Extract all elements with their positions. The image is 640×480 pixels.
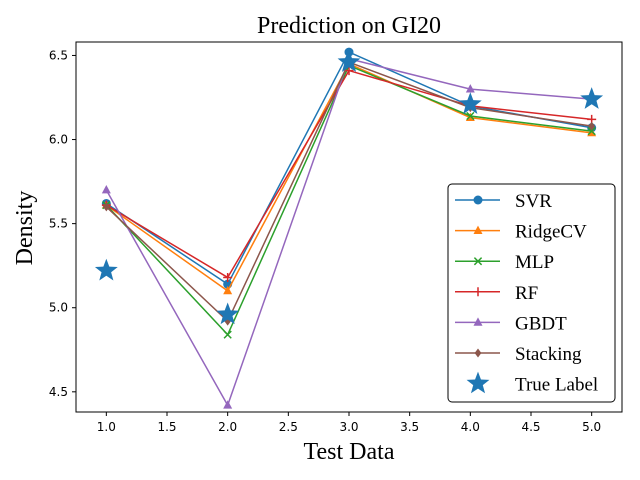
legend-label: RidgeCV — [515, 222, 587, 243]
x-axis-label: Test Data — [304, 439, 395, 465]
x-tick-label: 2.0 — [218, 420, 237, 434]
x-tick-label: 2.5 — [279, 420, 298, 434]
legend-marker — [474, 348, 482, 358]
y-tick-label: 4.5 — [49, 385, 68, 399]
legend-entry-svr: SVR — [455, 191, 552, 212]
data-point-gbdt — [223, 400, 233, 409]
y-tick-label: 6.5 — [49, 48, 68, 62]
data-point-rf — [223, 272, 233, 282]
data-point-gbdt — [465, 84, 475, 93]
x-tick-label: 5.0 — [582, 420, 601, 434]
x-tick-label: 4.0 — [461, 420, 480, 434]
true-label-star — [216, 302, 240, 325]
data-point-mlp — [223, 330, 232, 339]
plot-marks — [94, 47, 604, 409]
legend-label: MLP — [515, 252, 554, 273]
legend-label: GBDT — [515, 313, 567, 334]
legend-marker — [473, 195, 483, 205]
true-label-star — [580, 87, 604, 109]
x-tick-label: 4.5 — [521, 420, 540, 434]
legend-entry-rf: RF — [455, 283, 538, 304]
legend-marker — [473, 287, 483, 297]
true-label-star — [458, 92, 482, 114]
y-tick-label: 5.5 — [49, 217, 68, 231]
true-label-star — [337, 50, 361, 72]
legend-entry-ridgecv: RidgeCV — [455, 222, 587, 243]
data-point-mlp — [466, 111, 475, 121]
true-label-star — [94, 258, 118, 281]
chart-title: Prediction on GI20 — [257, 13, 441, 39]
legend-box — [447, 183, 616, 403]
legend-label: SVR — [515, 191, 552, 212]
axis-ticks: 1.0 1.5 2.0 2.5 3.0 3.5 4.0 4.5 5.0 4.5 5.0 5.5 6.0 6… — [49, 48, 601, 434]
x-tick-label: 1.5 — [157, 420, 176, 434]
legend-label: RF — [515, 283, 538, 304]
y-axis-label: Density — [12, 191, 38, 266]
legend-marker — [473, 225, 483, 234]
legend-entry-true-label: True Label — [466, 371, 598, 396]
data-point-ridgecv — [223, 285, 233, 295]
legend-label: True Label — [515, 375, 598, 396]
data-point-stacking — [102, 202, 110, 212]
data-point-gbdt — [101, 185, 111, 194]
legend-marker — [473, 317, 483, 326]
series-true-label — [94, 50, 604, 325]
x-tick-label: 1.0 — [97, 420, 116, 434]
legend-entry-mlp: MLP — [455, 252, 554, 273]
legend-entry-stacking: Stacking — [455, 344, 582, 365]
x-tick-label: 3.5 — [400, 420, 419, 434]
legend-label: Stacking — [515, 344, 582, 365]
data-point-mlp — [587, 127, 596, 136]
y-tick-label: 5.0 — [49, 301, 68, 315]
x-tick-label: 3.0 — [339, 420, 358, 434]
y-tick-label: 6.0 — [49, 133, 68, 147]
data-point-stacking — [588, 121, 596, 131]
data-point-rf — [344, 66, 354, 76]
legend-entry-gbdt: GBDT — [455, 313, 567, 334]
legend: SVR RidgeCV MLP RF GBDT Stacking True Label — [447, 183, 616, 403]
legend-marker — [473, 257, 483, 266]
legend-marker — [466, 371, 490, 394]
